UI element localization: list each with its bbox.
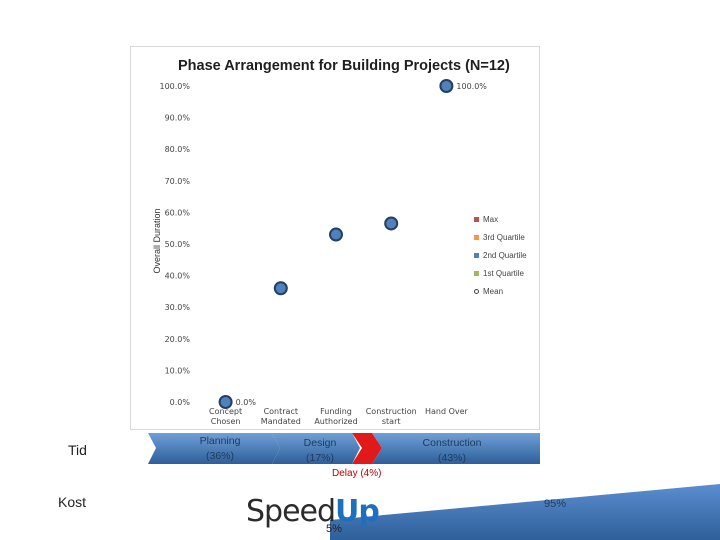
y-tick-label: 90.0% xyxy=(165,114,191,123)
data-points: 0.0% 100.0% xyxy=(218,79,487,409)
legend-label-2nd-quartile: 2nd Quartile xyxy=(483,250,527,260)
y-tick-label: 40.0% xyxy=(165,272,191,281)
y-tick-label: 60.0% xyxy=(165,208,191,217)
phase-planning-label: Planning (36%) xyxy=(180,434,260,464)
data-point-label: 0.0% xyxy=(236,398,257,407)
phase-construction-name: Construction xyxy=(422,437,482,449)
legend-label-1st-quartile: 1st Quartile xyxy=(483,268,524,278)
phase-construction-pct: (43%) xyxy=(437,452,466,464)
y-tick-label: 50.0% xyxy=(165,240,191,249)
cost-right-pct: 95% xyxy=(544,498,567,510)
data-point-label: 100.0% xyxy=(456,82,487,91)
data-point-mean xyxy=(329,227,343,242)
delay-label: Delay (4%) xyxy=(332,468,382,479)
phase-planning-bar xyxy=(148,433,280,464)
x-tick-label: Hand Over xyxy=(425,407,469,416)
legend-item-max: Max xyxy=(474,210,527,228)
y-tick-label: 100.0% xyxy=(159,82,190,91)
phase-planning-pct: (36%) xyxy=(205,450,234,462)
timeline-bar xyxy=(148,433,540,464)
x-tick-label: Concept Chosen xyxy=(209,407,242,426)
legend-swatch-1st-quartile xyxy=(474,270,479,276)
legend-item-2nd-quartile: 2nd Quartile xyxy=(474,246,527,264)
legend-item-mean: Mean xyxy=(474,282,527,300)
kost-label: Kost xyxy=(58,494,87,510)
data-point-mean xyxy=(273,281,288,296)
cost-left-pct: 5% xyxy=(326,523,342,535)
phase-planning-name: Planning xyxy=(199,435,241,447)
data-point-mean xyxy=(439,79,454,93)
legend-swatch-max xyxy=(474,216,479,222)
x-tick-label: Funding Authorized xyxy=(314,407,357,426)
phase-design-bar xyxy=(272,433,360,464)
y-tick-label: 0.0% xyxy=(170,398,191,407)
y-tick-labels: 0.0% 10.0% 20.0% 30.0% 40.0% 50.0% 60.0% 70.0% 8… xyxy=(159,82,190,407)
logo-up-text: Up xyxy=(335,494,380,529)
legend-item-3rd-quartile: 3rd Quartile xyxy=(474,228,527,246)
cost-bar xyxy=(330,484,720,540)
legend-label-3rd-quartile: 3rd Quartile xyxy=(483,232,525,242)
y-tick-label: 10.0% xyxy=(165,366,191,375)
phase-construction-label: Construction (43%) xyxy=(412,436,492,466)
legend-swatch-2nd-quartile xyxy=(474,252,479,258)
logo-speed-text: Speed xyxy=(246,494,336,529)
legend-item-1st-quartile: 1st Quartile xyxy=(474,264,527,282)
speedup-logo: SpeedUp xyxy=(246,494,380,529)
legend-swatch-3rd-quartile xyxy=(474,234,479,240)
legend-marker-mean xyxy=(474,288,479,294)
cost-bar-shape xyxy=(330,484,720,540)
phase-construction-bar xyxy=(372,433,540,464)
chart-title: Phase Arrangement for Building Projects … xyxy=(178,58,510,74)
y-tick-label: 30.0% xyxy=(165,303,191,312)
x-tick-labels: Concept Chosen Contract Mandated Funding Auth… xyxy=(209,407,468,426)
legend-label-mean: Mean xyxy=(483,286,504,296)
data-point-mean xyxy=(384,216,399,231)
y-tick-label: 80.0% xyxy=(165,145,191,154)
phase-design-label: Design (17%) xyxy=(280,436,360,466)
x-tick-label: Construction start xyxy=(366,407,417,426)
x-tick-label: Contract Mandated xyxy=(261,407,301,426)
phase-design-name: Design xyxy=(303,437,337,449)
tid-label: Tid xyxy=(68,442,87,458)
chart-legend: Max 3rd Quartile 2nd Quartile 1st Quarti… xyxy=(474,210,527,300)
y-tick-label: 70.0% xyxy=(165,177,191,186)
phase-design-pct: (17%) xyxy=(305,452,334,464)
phase-delay-bar xyxy=(352,433,382,464)
data-point-mean xyxy=(218,395,233,409)
y-tick-label: 20.0% xyxy=(165,335,191,344)
legend-label-max: Max xyxy=(483,214,499,224)
